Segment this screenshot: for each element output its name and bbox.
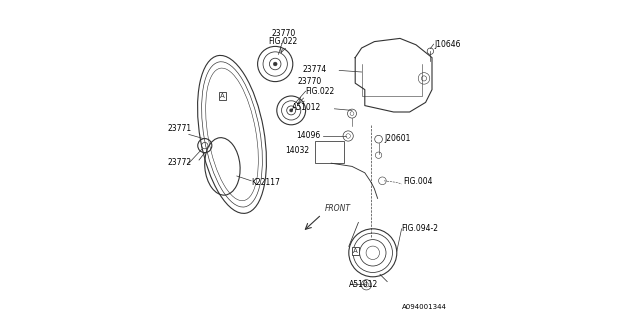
Text: J20601: J20601 — [384, 134, 410, 143]
Circle shape — [273, 62, 277, 66]
Text: FIG.004: FIG.004 — [403, 177, 433, 186]
Circle shape — [289, 109, 293, 112]
Text: J10646: J10646 — [435, 40, 461, 49]
Text: FIG.022: FIG.022 — [306, 87, 335, 96]
Text: 14032: 14032 — [285, 146, 310, 155]
Text: 23772: 23772 — [168, 158, 192, 167]
Text: 23770: 23770 — [271, 29, 295, 38]
Text: A51012: A51012 — [292, 103, 322, 112]
Text: A: A — [220, 93, 225, 99]
Text: FIG.022: FIG.022 — [269, 37, 298, 46]
Text: A51012: A51012 — [349, 280, 378, 289]
Bar — [315, 141, 344, 163]
Text: 23770: 23770 — [298, 77, 322, 86]
Text: 14096: 14096 — [296, 131, 320, 140]
Text: FIG.094-2: FIG.094-2 — [402, 224, 438, 233]
Text: A: A — [353, 248, 358, 254]
Text: K22117: K22117 — [251, 178, 280, 187]
Text: 23774: 23774 — [302, 65, 326, 74]
Text: A094001344: A094001344 — [401, 304, 447, 310]
Text: 23771: 23771 — [168, 124, 192, 133]
Text: FRONT: FRONT — [325, 204, 351, 213]
